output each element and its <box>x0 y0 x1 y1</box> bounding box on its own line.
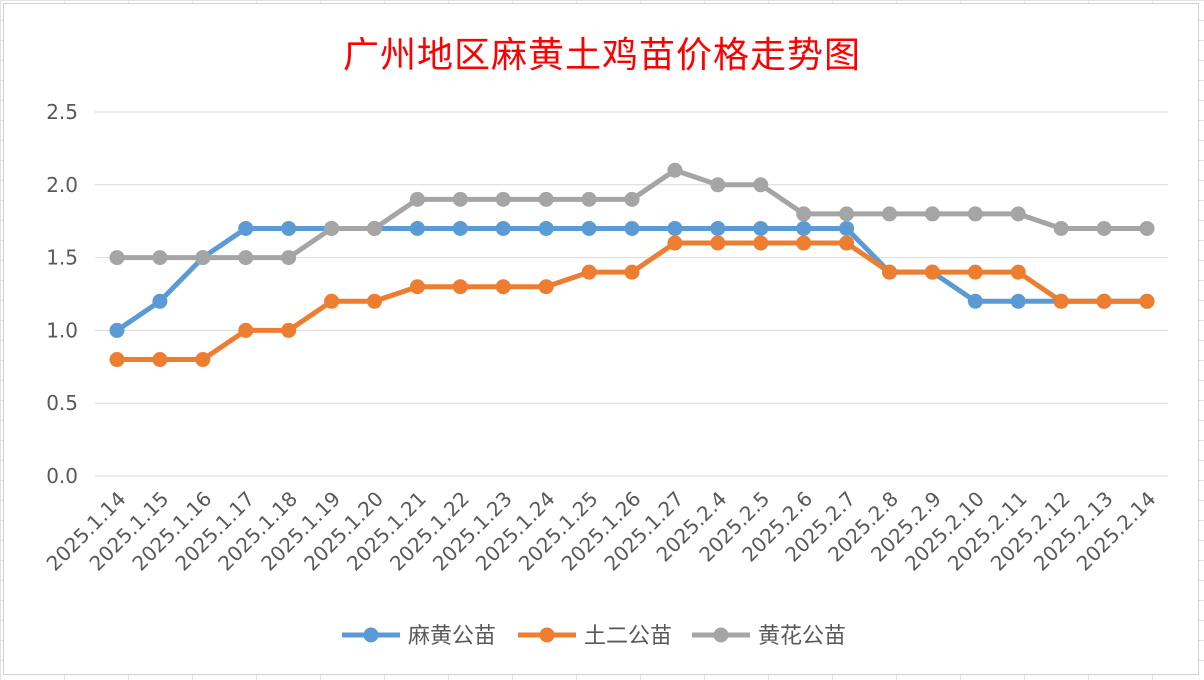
data-point <box>882 206 897 222</box>
legend: 麻黄公苗 土二公苗 黄花公苗 <box>342 624 846 649</box>
chart-area[interactable]: 广州地区麻黄土鸡苗价格走势图 <box>3 3 1199 675</box>
data-point <box>667 162 683 178</box>
data-point <box>324 220 340 236</box>
data-point <box>367 220 382 236</box>
data-point <box>1139 293 1155 309</box>
y-tick-label: 2.5 <box>46 100 78 124</box>
data-point <box>753 235 769 251</box>
data-point <box>109 250 125 266</box>
data-point <box>924 206 940 222</box>
series-lines <box>109 162 1155 368</box>
series-3 <box>109 162 1155 266</box>
data-point <box>839 220 855 236</box>
data-point <box>324 293 340 309</box>
data-point <box>1010 293 1026 309</box>
legend-label: 黄花公苗 <box>758 624 846 649</box>
data-point <box>710 220 726 236</box>
data-point <box>538 220 554 236</box>
legend-label: 麻黄公苗 <box>408 624 496 649</box>
data-point <box>753 220 769 236</box>
data-point <box>238 322 254 338</box>
data-point <box>710 235 726 251</box>
data-point <box>581 191 597 207</box>
data-point <box>1010 264 1026 280</box>
data-point <box>924 264 940 280</box>
data-point <box>495 191 511 207</box>
data-point <box>538 191 554 207</box>
legend-item: 黄花公苗 <box>692 624 846 649</box>
chart-title: 广州地区麻黄土鸡苗价格走势图 <box>342 35 861 76</box>
data-point <box>109 322 125 338</box>
data-point <box>581 220 597 236</box>
x-axis-ticks: 2025.1.142025.1.152025.1.162025.1.172025… <box>42 487 1161 576</box>
y-tick-label: 1.0 <box>46 318 78 342</box>
data-point <box>1096 220 1112 236</box>
data-point <box>710 177 726 193</box>
data-point <box>152 352 168 368</box>
data-point <box>796 235 812 251</box>
data-point <box>367 293 382 309</box>
data-point <box>109 352 125 368</box>
y-tick-label: 0.5 <box>46 391 78 415</box>
data-point <box>1096 293 1112 309</box>
data-point <box>624 264 640 280</box>
legend-item: 土二公苗 <box>518 624 672 649</box>
data-point <box>796 220 812 236</box>
legend-marker <box>363 627 379 643</box>
data-point <box>452 220 468 236</box>
data-point <box>753 177 769 193</box>
data-point <box>452 279 468 295</box>
data-point <box>1010 206 1026 222</box>
data-point <box>624 220 640 236</box>
data-point <box>1053 220 1069 236</box>
data-point <box>409 220 425 236</box>
data-point <box>152 250 168 266</box>
data-point <box>409 191 425 207</box>
series-2 <box>109 235 1155 368</box>
data-point <box>281 250 297 266</box>
data-point <box>667 220 683 236</box>
data-point <box>882 264 897 280</box>
data-point <box>967 206 983 222</box>
data-point <box>839 206 855 222</box>
data-point <box>538 279 554 295</box>
y-axis-ticks: 0.0 0.5 1.0 1.5 2.0 2.5 <box>46 100 78 488</box>
data-point <box>495 220 511 236</box>
series-line <box>114 167 1150 261</box>
y-tick-label: 2.0 <box>46 173 78 197</box>
data-point <box>667 235 683 251</box>
data-point <box>238 250 254 266</box>
data-point <box>1139 220 1155 236</box>
legend-marker <box>539 627 555 643</box>
data-point <box>796 206 812 222</box>
data-point <box>839 235 855 251</box>
data-point <box>967 293 983 309</box>
legend-label: 土二公苗 <box>584 624 672 649</box>
data-point <box>624 191 640 207</box>
y-tick-label: 0.0 <box>46 464 78 488</box>
data-point <box>152 293 168 309</box>
data-point <box>452 191 468 207</box>
gridlines <box>95 111 1168 477</box>
legend-marker <box>713 627 729 643</box>
data-point <box>281 322 297 338</box>
data-point <box>409 279 425 295</box>
data-point <box>581 264 597 280</box>
data-point <box>1053 293 1069 309</box>
data-point <box>195 352 211 368</box>
legend-item: 麻黄公苗 <box>342 624 496 649</box>
data-point <box>281 220 297 236</box>
y-tick-label: 1.5 <box>46 246 78 270</box>
data-point <box>967 264 983 280</box>
data-point <box>495 279 511 295</box>
data-point <box>238 220 254 236</box>
data-point <box>195 250 211 266</box>
